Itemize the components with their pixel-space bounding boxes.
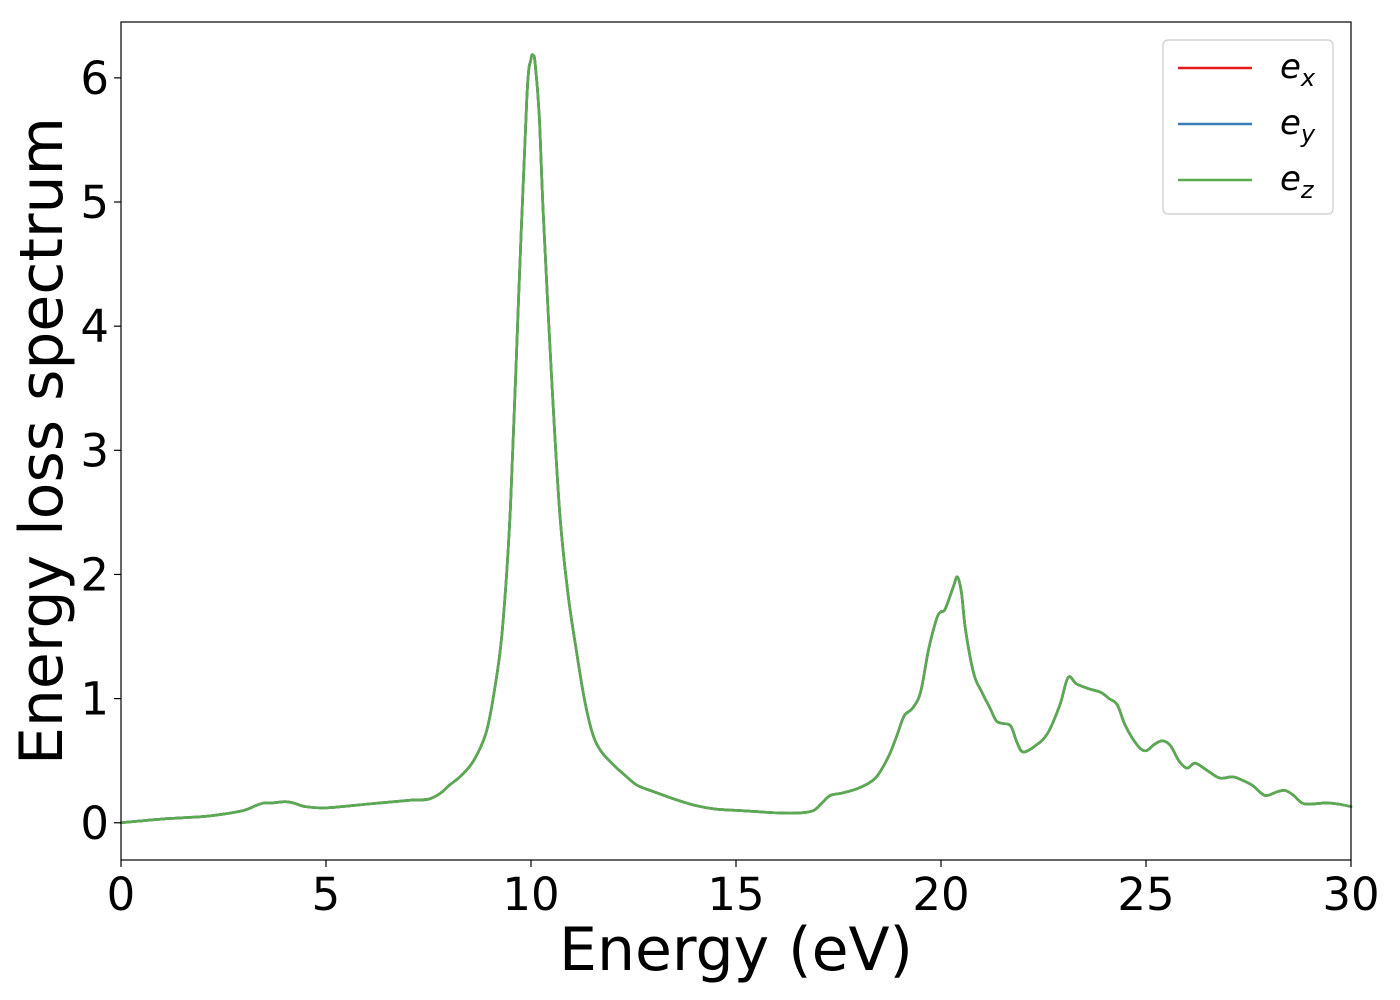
y-tick-label: 1: [80, 673, 109, 726]
y-tick-label: 6: [80, 52, 109, 105]
x-axis-title: Energy (eV): [559, 915, 913, 985]
y-axis-title: Energy loss spectrum: [7, 117, 77, 765]
x-tick-label: 25: [1117, 868, 1174, 921]
x-tick-label: 5: [312, 868, 341, 921]
x-tick-label: 0: [107, 868, 136, 921]
y-tick-label: 5: [80, 176, 109, 229]
series-line-z: [119, 53, 1353, 825]
series-layer: [119, 53, 1353, 825]
y-tick-label: 4: [80, 300, 109, 353]
y-tick-label: 0: [80, 797, 109, 850]
x-axis-ticks: 0 5 10 15 20 25 30: [107, 860, 1380, 921]
x-tick-label: 30: [1322, 868, 1379, 921]
legend-box: [1162, 39, 1334, 215]
y-tick-label: 3: [80, 424, 109, 477]
y-axis-ticks: 0 1 2 3 4 5 6: [80, 52, 121, 850]
x-tick-label: 10: [502, 868, 559, 921]
y-tick-label: 2: [80, 548, 109, 601]
x-tick-label: 15: [707, 868, 764, 921]
x-tick-label: 20: [912, 868, 969, 921]
